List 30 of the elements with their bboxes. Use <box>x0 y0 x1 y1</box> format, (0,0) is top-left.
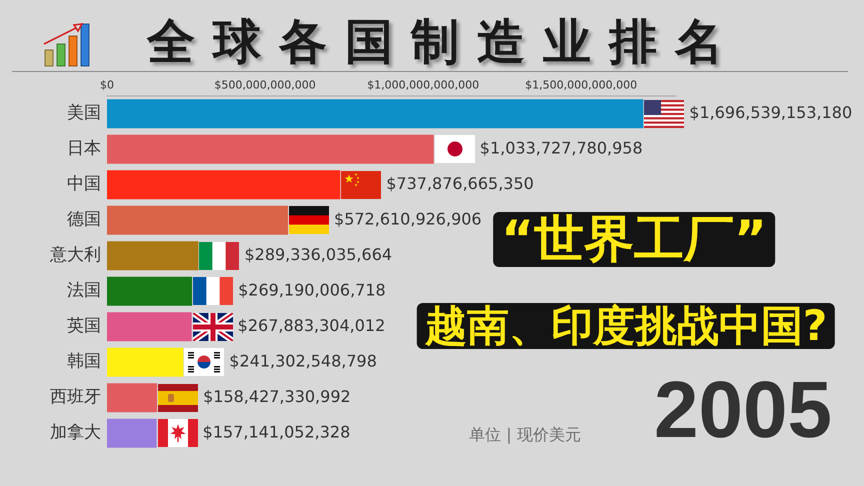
y-tick-label: 日本 <box>67 138 101 159</box>
y-tick-label: 德国 <box>67 210 101 230</box>
data-label: $157,141,052,328 <box>202 422 350 442</box>
data-label: $1,033,727,780,958 <box>480 138 643 158</box>
y-tick-label: 美国 <box>67 103 101 124</box>
data-label: $158,427,330,992 <box>203 386 351 406</box>
y-tick-label: 英国 <box>67 316 101 336</box>
annotation: “世界工厂” <box>493 210 775 268</box>
y-tick-label: 意大利 <box>49 245 101 266</box>
y-tick-label: 韩国 <box>67 352 101 372</box>
data-label: $269,190,006,718 <box>238 280 386 300</box>
x-tick-label: $500,000,000,000 <box>214 78 316 92</box>
bar <box>107 206 288 235</box>
x-tick-label: $1,500,000,000,000 <box>525 78 638 92</box>
data-label: $572,610,926,906 <box>334 209 482 228</box>
annotation: 2005 <box>653 364 833 456</box>
y-tick-label: 中国 <box>67 174 101 194</box>
data-label: $241,302,548,798 <box>229 351 377 370</box>
data-label: $289,336,035,664 <box>244 244 392 264</box>
y-tick-label: 西班牙 <box>50 387 101 408</box>
x-tick-label: $0 <box>100 78 114 92</box>
y-tick-label: 加拿大 <box>50 422 101 443</box>
annotation: 越南、印度挑战中国? <box>416 301 836 350</box>
y-tick-label: 法国 <box>67 280 101 301</box>
chart-title: 全球各国制造业排名 <box>146 14 742 70</box>
data-label: $737,876,665,350 <box>386 174 534 193</box>
x-tick-label: $1,000,000,000,000 <box>367 78 480 92</box>
annotation: 单位 | 现价美元 <box>468 425 582 444</box>
data-label: $1,696,539,153,180 <box>689 102 852 122</box>
data-label: $267,883,304,012 <box>238 316 386 335</box>
